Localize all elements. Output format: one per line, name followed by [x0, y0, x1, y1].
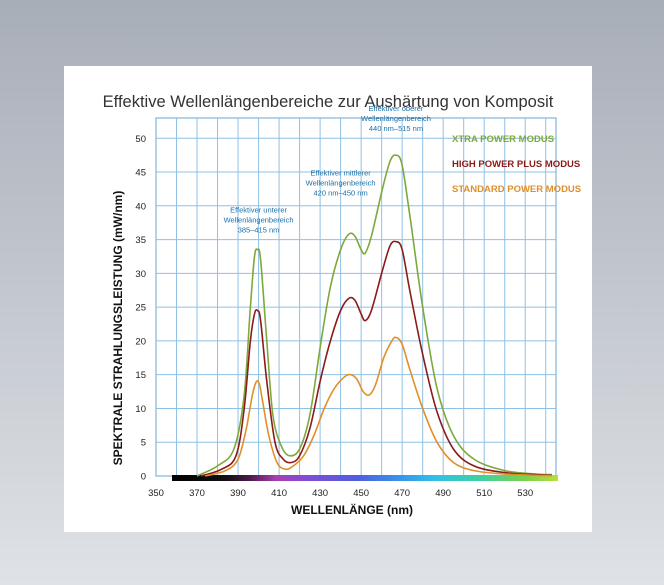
x-tick-label: 430 — [312, 488, 328, 499]
y-tick-label: 10 — [135, 404, 146, 415]
y-axis-label: SPEKTRALE STRAHLUNGSLEISTUNG (mW/nm) — [111, 191, 125, 466]
legend-entry-3: STANDARD POWER MODUS — [452, 184, 581, 195]
x-tick-label: 470 — [394, 488, 410, 499]
series-line-3 — [204, 336, 552, 477]
y-tick-label: 35 — [135, 235, 146, 246]
annotation-line: Wellenlängenbereich — [306, 178, 376, 187]
x-tick-label: 410 — [271, 488, 287, 499]
y-tick-label: 5 — [141, 438, 146, 449]
y-tick-label: 45 — [135, 168, 146, 179]
y-tick-label: 20 — [135, 336, 146, 347]
x-tick-label: 370 — [189, 488, 205, 499]
annotations: Effektiver untererWellenlängenbereich385… — [224, 104, 431, 234]
legend-entry-1: XTRA POWER MODUS — [452, 134, 554, 145]
x-axis-label: WELLENLÄNGE (nm) — [291, 502, 413, 517]
y-tick-label: 0 — [141, 472, 146, 483]
y-tick-label: 25 — [135, 303, 146, 314]
annotation-line: Wellenlängenbereich — [224, 216, 294, 225]
y-tick-label: 40 — [135, 201, 146, 212]
annotation-line: 420 nm–450 nm — [314, 188, 368, 197]
spectrum-bar — [172, 475, 558, 481]
x-tick-label: 390 — [230, 488, 246, 499]
annotation-line: Effektiver mittlerer — [310, 168, 371, 177]
x-tick-label: 490 — [435, 488, 451, 499]
series-line-1 — [196, 154, 552, 477]
y-tick-label: 50 — [135, 134, 146, 145]
annotation-line: Wellenlängenbereich — [361, 114, 431, 123]
legend-entry-2: HIGH POWER PLUS MODUS — [452, 159, 580, 170]
series-line-2 — [200, 240, 552, 477]
annotation-2: Effektiver mittlererWellenlängenbereich4… — [306, 168, 376, 197]
tick-labels: 350 370 390 410 430 450 470 490 510 5300510152025… — [135, 134, 533, 499]
x-tick-label: 350 — [148, 488, 164, 499]
chart-card: Effektive Wellenlängenbereiche zur Aushä… — [64, 66, 592, 532]
x-tick-label: 510 — [476, 488, 492, 499]
annotation-line: Effektiver oberer — [369, 104, 424, 113]
annotation-3: Effektiver obererWellenlängenbereich440 … — [361, 104, 431, 133]
x-tick-label: 530 — [517, 488, 533, 499]
series-layer — [196, 154, 552, 477]
annotation-line: 440 nm–515 nm — [369, 124, 423, 133]
spectral-chart: Effektive Wellenlängenbereiche zur Aushä… — [103, 93, 581, 517]
y-tick-label: 15 — [135, 370, 146, 381]
x-tick-label: 450 — [353, 488, 369, 499]
annotation-line: Effektiver unterer — [230, 206, 287, 215]
y-tick-label: 30 — [135, 269, 146, 280]
annotation-1: Effektiver untererWellenlängenbereich385… — [224, 206, 294, 235]
legend: XTRA POWER MODUS HIGH POWER PLUS MODUS STA… — [452, 134, 581, 195]
grid — [155, 117, 557, 477]
chart-title: Effektive Wellenlängenbereiche zur Aushä… — [103, 93, 554, 111]
annotation-line: 385–415 nm — [238, 226, 280, 235]
